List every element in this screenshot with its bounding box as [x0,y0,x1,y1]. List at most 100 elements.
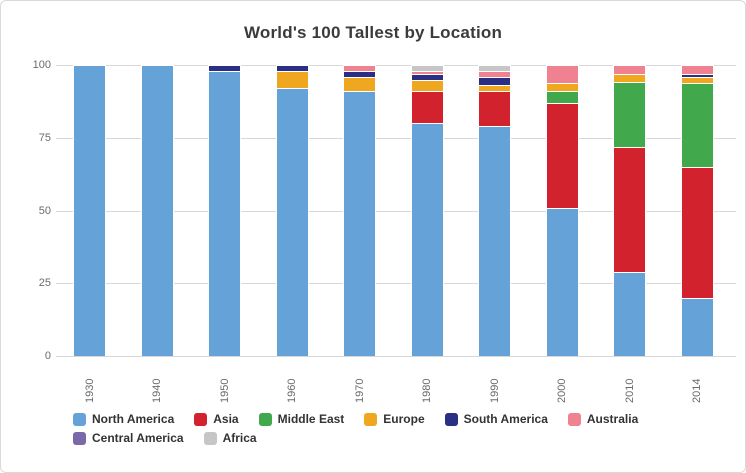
x-axis-label-box-1940: 1940 [147,361,167,403]
bar-segment-1970-australia[interactable] [343,65,376,71]
legend-swatch-south-america [444,412,458,426]
legend-item-north-america[interactable]: North America [73,412,174,426]
bar-segment-1980-north-america[interactable] [410,123,444,356]
x-axis-label-box-2014: 2014 [687,361,707,403]
legend-item-south-america[interactable]: South America [444,412,548,426]
bar-segment-2000-north-america[interactable] [545,207,579,356]
bar-segment-1980-australia[interactable] [410,70,444,74]
legend-swatch-africa [203,431,217,445]
bar-segment-1980-europe[interactable] [410,79,444,92]
bar-2014 [680,65,714,356]
legend-item-asia[interactable]: Asia [194,412,239,426]
bar-segment-2000-europe[interactable] [545,82,579,92]
bar-segment-1950-south-america[interactable] [208,65,241,71]
x-axis-label-1940: 1940 [151,378,163,403]
bar-1950 [208,65,241,356]
bar-segment-2010-asia[interactable] [613,146,646,272]
legend-item-africa[interactable]: Africa [203,431,257,445]
bar-segment-1970-north-america[interactable] [343,91,376,356]
bar-2010 [613,65,646,356]
bar-segment-2010-middle-east[interactable] [613,82,646,147]
bar-segment-1950-north-america[interactable] [208,70,241,356]
x-axis-label-box-1960: 1960 [282,361,302,403]
bar-segment-2014-middle-east[interactable] [680,82,714,167]
bar-segment-2010-europe[interactable] [613,73,646,83]
legend-label-central-america: Central America [92,431,184,445]
legend-swatch-australia [567,412,581,426]
x-axis-label-box-1970: 1970 [350,361,370,403]
x-axis-label-box-1990: 1990 [485,361,505,403]
legend-label-africa: Africa [222,431,257,445]
bar-segment-1980-africa[interactable] [410,65,444,71]
gridline-50 [56,210,736,212]
x-axis-label-box-1930: 1930 [80,361,100,403]
bar-segment-2014-north-america[interactable] [680,297,714,356]
x-axis-label-1960: 1960 [286,378,298,403]
bar-segment-2014-australia[interactable] [680,65,714,74]
bar-segment-1960-north-america[interactable] [275,88,309,356]
legend-swatch-north-america [73,412,86,426]
bar-segment-2014-europe[interactable] [680,76,714,83]
legend-swatch-asia [194,412,208,426]
gridline-0 [56,356,736,357]
y-axis-label-100: 100 [32,59,51,71]
legend-label-south-america: South America [463,412,548,426]
y-axis-label-75: 75 [38,131,51,144]
bar-segment-2000-middle-east[interactable] [545,91,579,103]
bar-segment-2000-asia[interactable] [545,102,579,208]
bar-1970 [343,65,376,356]
gridline-25 [56,283,736,285]
x-axis-label-2010: 2010 [623,378,636,403]
x-axis-label-1930: 1930 [83,378,96,403]
bar-1930 [73,65,106,356]
bar-1960 [275,65,309,356]
bar-segment-2000-australia[interactable] [545,65,579,83]
x-axis-label-1990: 1990 [488,378,501,403]
y-axis-label-50: 50 [38,204,51,217]
x-axis-label-box-1950: 1950 [215,361,235,403]
x-axis-label-2000: 2000 [556,378,568,403]
x-axis-label-1980: 1980 [421,378,433,403]
bar-segment-1980-asia[interactable] [410,91,444,124]
bar-segment-1970-europe[interactable] [343,76,376,92]
bar-segment-1990-europe[interactable] [478,85,511,92]
bar-segment-1940-north-america[interactable] [140,65,174,356]
bar-segment-1990-south-america[interactable] [478,76,511,86]
bar-segment-2010-north-america[interactable] [613,271,646,356]
x-axis-label-box-1980: 1980 [417,361,437,403]
bar-segment-1980-south-america[interactable] [410,73,444,80]
legend-label-asia: Asia [213,412,239,426]
legend-item-europe[interactable]: Europe [364,412,425,426]
bar-segment-2014-asia[interactable] [680,166,714,298]
chart-title: World's 100 Tallest by Location [243,23,503,42]
x-axis-label-1970: 1970 [353,378,366,403]
legend-label-north-america: North America [92,412,175,426]
bar-segment-2010-australia[interactable] [613,65,646,74]
bar-segment-1930-north-america[interactable] [73,65,106,356]
bar-segment-1960-south-america[interactable] [275,65,309,71]
bar-1990 [478,65,511,356]
bar-segment-1990-australia[interactable] [478,70,511,77]
x-axis-label-box-2010: 2010 [620,361,640,403]
bar-segment-1960-europe[interactable] [275,70,309,89]
legend-swatch-europe [364,412,378,426]
gridline-100 [56,65,736,66]
legend-swatch-central-america [73,431,86,445]
y-axis-label-25: 25 [38,277,51,290]
gridline-75 [56,137,736,139]
legend-label-middle-east: Middle East [277,412,345,426]
legend-swatch-middle-east [258,412,272,426]
legend-item-australia[interactable]: Australia [567,412,638,426]
bar-segment-1990-africa[interactable] [478,65,511,71]
bar-1980 [410,65,444,356]
bar-segment-2014-south-america[interactable] [680,73,714,77]
bar-segment-1990-north-america[interactable] [478,126,511,356]
legend-label-europe: Europe [383,412,425,426]
legend-item-middle-east[interactable]: Middle East [258,412,345,426]
legend: North America Asia Middle East Europe South … [73,412,673,445]
bar-segment-1970-south-america[interactable] [343,70,376,77]
y-axis-label-0: 0 [44,350,51,362]
legend-item-central-america[interactable]: Central America [73,431,184,445]
bar-segment-1990-asia[interactable] [478,91,511,127]
x-axis-label-1950: 1950 [218,378,231,403]
